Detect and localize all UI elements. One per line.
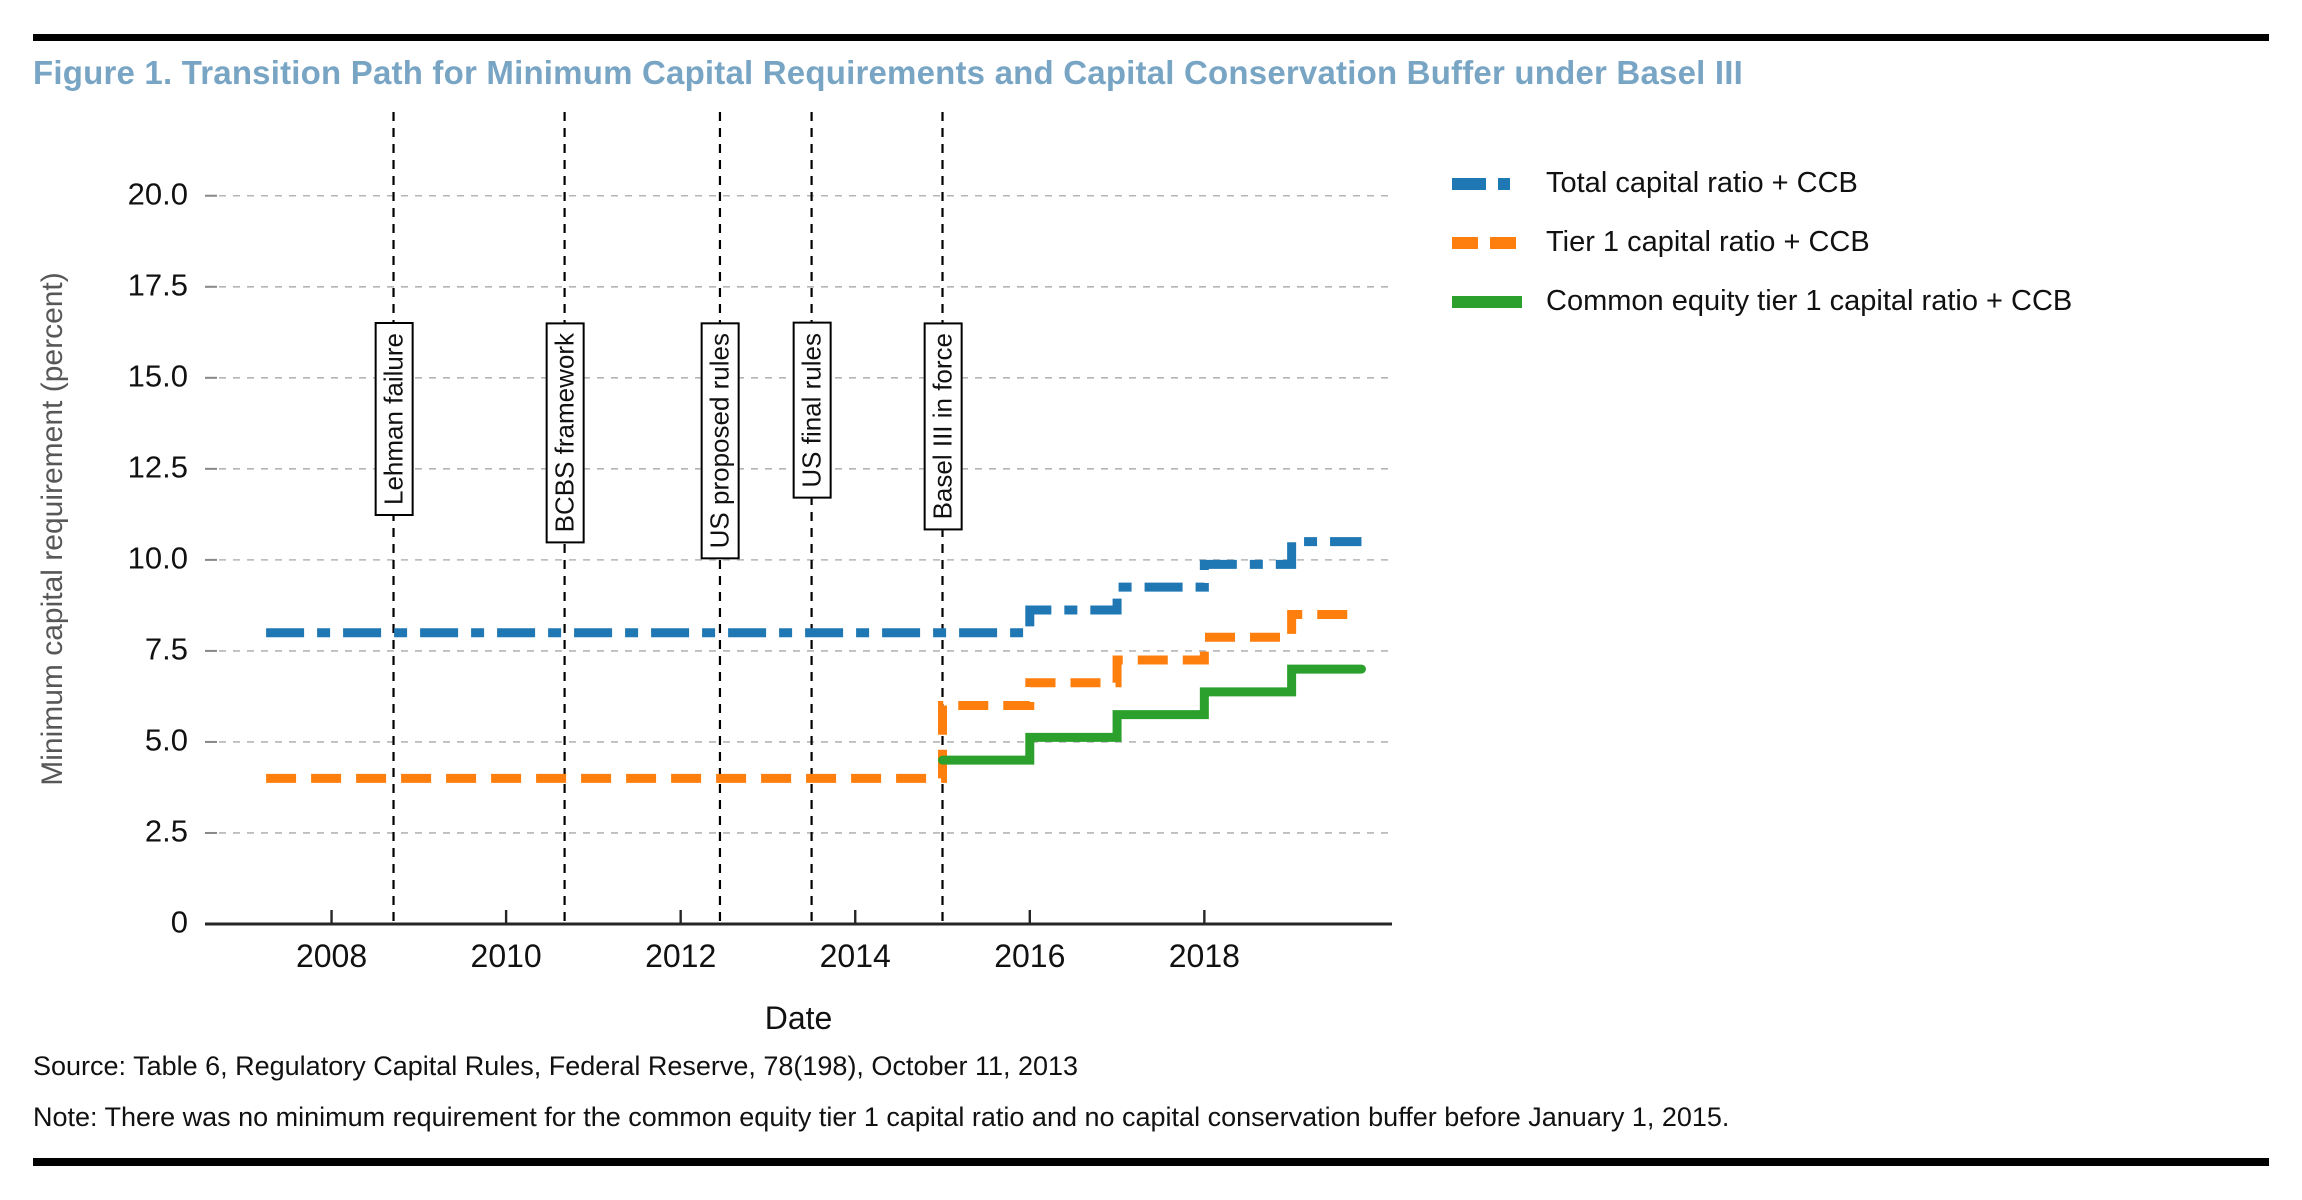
y-tick-label: 10.0	[127, 540, 188, 576]
y-axis-label: Minimum capital requirement (percent)	[36, 272, 69, 786]
series-line	[266, 609, 1362, 783]
bottom-rule	[33, 1158, 2269, 1166]
x-axis-label: Date	[764, 1000, 833, 1036]
x-tick-label: 2018	[1168, 938, 1240, 974]
legend-item: Tier 1 capital ratio + CCB	[1452, 222, 2072, 263]
legend-marker-dashdot	[1452, 177, 1522, 190]
x-tick-label: 2010	[470, 938, 542, 974]
figure-title: Figure 1. Transition Path for Minimum Ca…	[33, 54, 1743, 91]
event-label-box: Lehman failure	[373, 322, 414, 516]
event-label-box: US proposed rules	[700, 322, 740, 560]
y-tick-label: 7.5	[144, 631, 188, 667]
y-tick-label: 17.5	[127, 267, 188, 303]
legend-label: Tier 1 capital ratio + CCB	[1546, 226, 1870, 258]
note-text: Note: There was no minimum requirement f…	[33, 1102, 1730, 1132]
y-tick-label: 20.0	[127, 176, 188, 212]
y-tick-label: 12.5	[127, 449, 188, 485]
legend-item: Common equity tier 1 capital ratio + CCB	[1452, 281, 2072, 322]
x-tick-label: 2012	[645, 938, 717, 974]
event-label-box: BCBS framework	[544, 322, 585, 544]
y-tick-label: 0	[170, 904, 188, 940]
y-tick-label: 2.5	[144, 813, 188, 849]
legend-label: Common equity tier 1 capital ratio + CCB	[1546, 285, 2073, 317]
legend-marker-solid	[1452, 295, 1522, 308]
y-tick-label: 5.0	[144, 722, 188, 758]
x-tick-label: 2008	[295, 938, 368, 974]
event-label-box: Basel III in force	[922, 322, 963, 531]
legend-marker-dashed	[1452, 236, 1522, 249]
legend-label: Total capital ratio + CCB	[1546, 167, 1858, 199]
legend: Total capital ratio + CCB Tier 1 capital …	[1452, 163, 2072, 340]
x-tick-label: 2016	[994, 938, 1066, 974]
top-rule	[33, 34, 2269, 41]
series-line	[266, 537, 1362, 638]
legend-item: Total capital ratio + CCB	[1452, 163, 2072, 204]
event-label-box: US final rules	[791, 322, 832, 499]
x-tick-label: 2014	[819, 938, 891, 974]
source-text: Source: Table 6, Regulatory Capital Rule…	[33, 1051, 1079, 1081]
y-tick-label: 15.0	[127, 358, 188, 394]
series-line	[938, 664, 1366, 765]
